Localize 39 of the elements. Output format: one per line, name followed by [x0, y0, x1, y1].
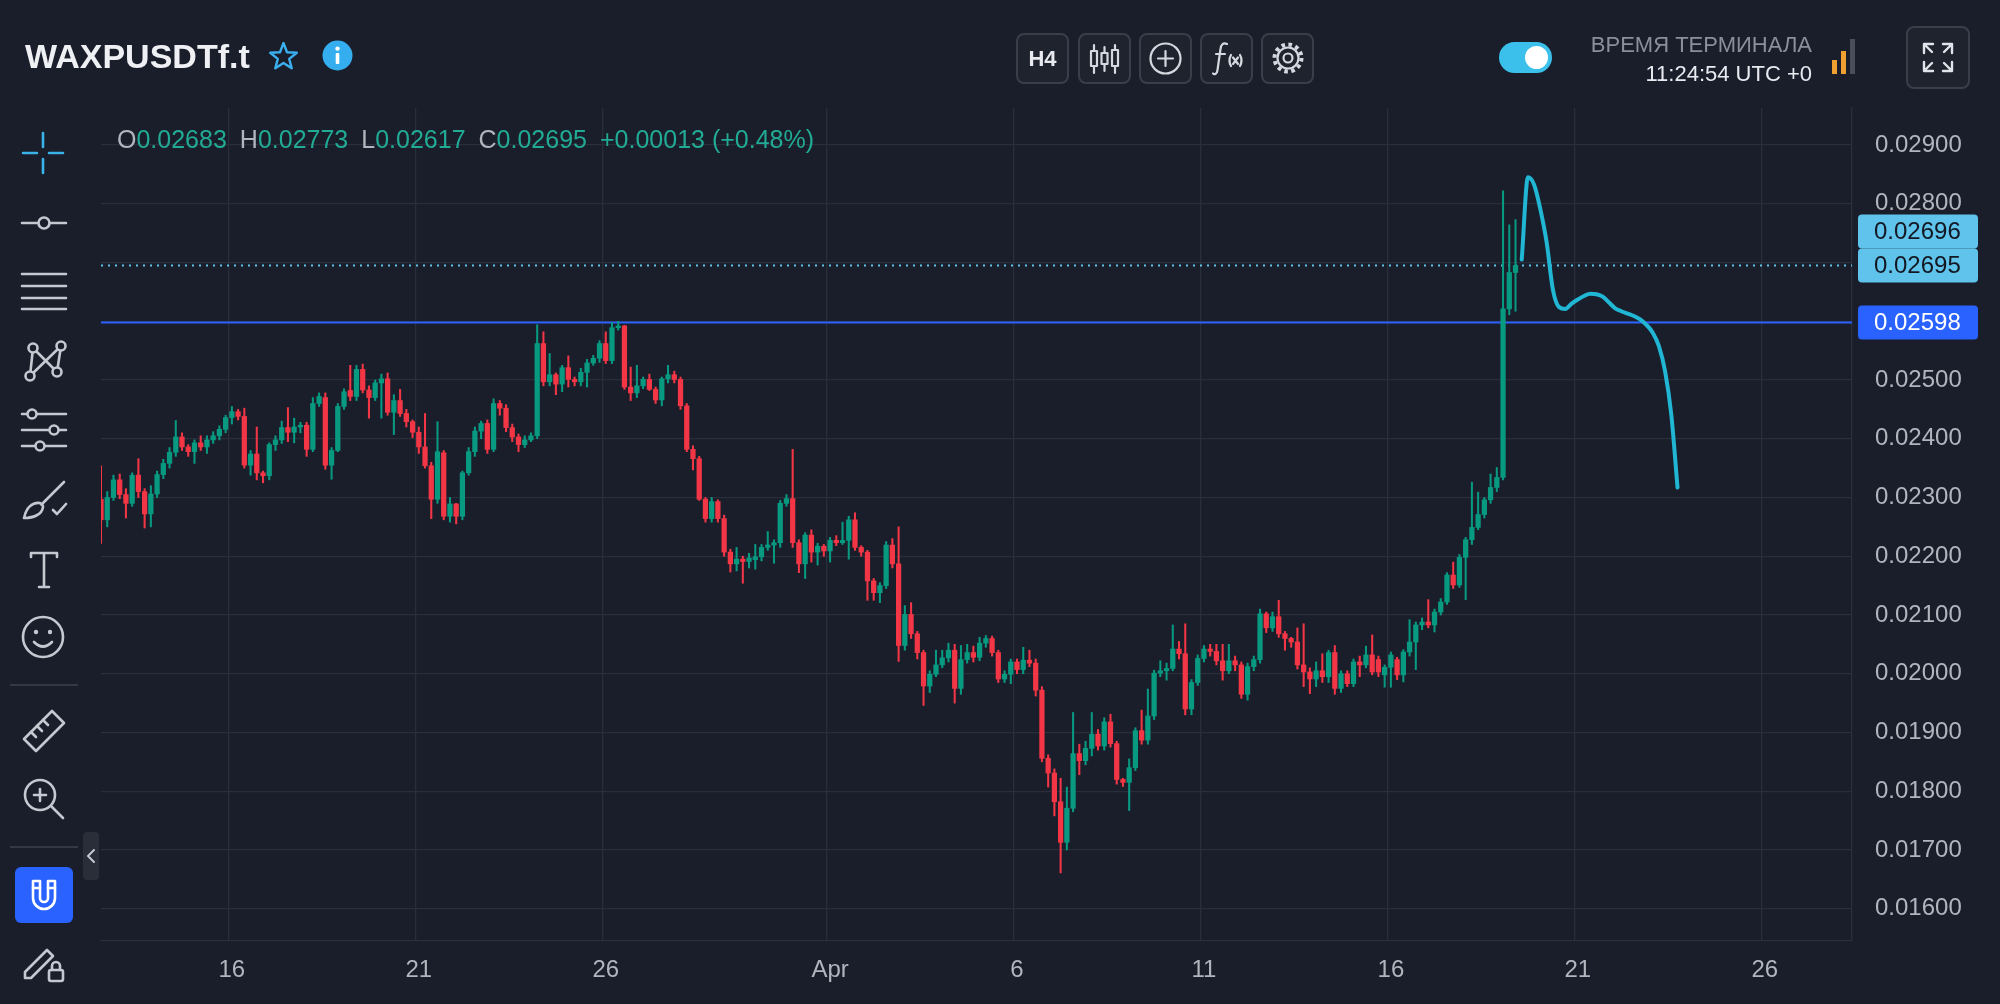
x-tick-label: 21 [1564, 955, 1592, 983]
chart-title: WAXPUSDTf.t [25, 36, 250, 76]
annotation: H [239, 124, 258, 154]
text: ВРЕМЯ ТЕРМИНАЛА [1590, 32, 1812, 58]
ref-line-label: 0.02598 [1874, 308, 1961, 336]
x-tick-label: Apr [811, 955, 849, 983]
y-tick-label: 0.01700 [1875, 834, 1962, 862]
y-tick-label: 0.02100 [1875, 599, 1962, 627]
text: 11:24:54 UTC +0 [1645, 61, 1812, 87]
y-tick-label: 0.02800 [1875, 188, 1962, 216]
y-tick-label: 0.02300 [1875, 482, 1962, 510]
annotation: 0.02683 [136, 124, 227, 154]
annotation: 0.02773 [257, 124, 349, 154]
text: H4 [1028, 45, 1057, 72]
annotation: O [117, 124, 137, 154]
x-tick-label: 21 [405, 955, 433, 983]
annotation: 0.02695 [496, 124, 587, 154]
y-tick-label: 0.02500 [1875, 364, 1962, 392]
y-tick-label: 0.02900 [1875, 129, 1962, 157]
x-tick-label: 6 [1010, 955, 1024, 983]
x-tick-label: 26 [592, 955, 620, 983]
y-tick-label: 0.01900 [1875, 717, 1962, 745]
text: 0.02696 [1874, 217, 1961, 245]
annotation: +0.00013 (+0.48%) [599, 124, 815, 154]
annotation: 0.02617 [375, 124, 466, 154]
x-tick-label: 16 [1377, 955, 1405, 983]
y-tick-label: 0.02000 [1875, 658, 1962, 686]
y-tick-label: 0.01800 [1875, 775, 1962, 803]
annotation: L [361, 124, 376, 154]
annotation: C [478, 124, 497, 154]
x-tick-label: 26 [1751, 955, 1779, 983]
line-series [1519, 175, 1680, 490]
ref-line-label: 0.02695 [1874, 251, 1961, 279]
x-tick-label: 11 [1191, 955, 1217, 983]
x-tick-label: 16 [218, 955, 246, 983]
y-tick-label: 0.01600 [1875, 893, 1962, 921]
y-tick-label: 0.02400 [1875, 423, 1962, 451]
y-tick-label: 0.02200 [1875, 540, 1962, 568]
candlestick [191, 439, 198, 464]
